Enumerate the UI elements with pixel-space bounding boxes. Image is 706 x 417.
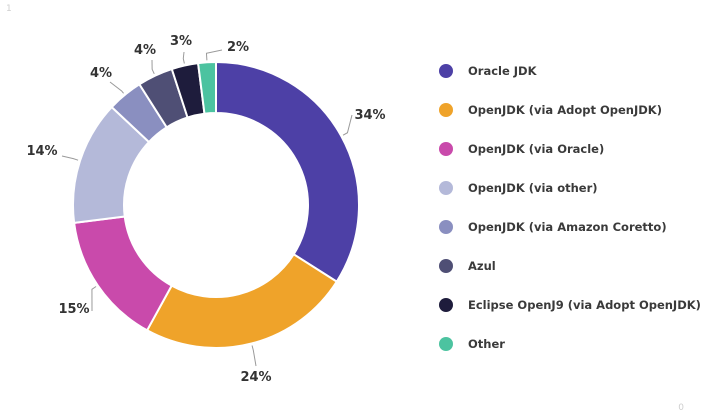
slice-openjdk-via-adopt-openjdk: [145, 252, 339, 349]
leader-openjdk-via-other: [61, 155, 79, 161]
leader-azul: [151, 59, 155, 75]
data-label-eclipse-openj9-via-adopt-openjdk: 3%: [170, 34, 192, 49]
legend-item-openjdk-via-other: OpenJDK (via other): [439, 181, 598, 195]
label-leaders: [61, 49, 353, 367]
data-label-openjdk-via-amazon-coretto: 4%: [90, 66, 112, 81]
legend: Oracle JDK OpenJDK (via Adopt OpenJDK) Ope…: [439, 64, 701, 351]
legend-label: OpenJDK (via Adopt OpenJDK): [468, 103, 662, 117]
leader-oracle-jdk: [342, 114, 353, 136]
legend-swatch: [439, 64, 453, 78]
legend-item-openjdk-via-amazon-coretto: OpenJDK (via Amazon Coretto): [439, 220, 667, 234]
data-label-openjdk-via-oracle: 15%: [58, 302, 89, 317]
leader-openjdk-via-amazon-coretto: [109, 81, 124, 94]
legend-swatch: [439, 259, 453, 273]
data-label-other: 2%: [227, 40, 249, 55]
leader-openjdk-via-oracle: [91, 286, 97, 312]
legend-item-other: Other: [439, 337, 505, 351]
legend-label: Other: [468, 337, 505, 351]
corner-mark-top-left: 1: [6, 4, 12, 14]
legend-item-azul: Azul: [439, 259, 496, 273]
legend-swatch: [439, 298, 453, 312]
legend-swatch: [439, 220, 453, 234]
data-label-azul: 4%: [134, 43, 156, 58]
data-label-oracle-jdk: 34%: [354, 108, 385, 123]
legend-label: Eclipse OpenJ9 (via Adopt OpenJDK): [468, 298, 701, 312]
data-labels: 34% 24% 15% 14% 4% 4% 3% 2%: [26, 34, 385, 385]
slice-other: [196, 60, 217, 115]
legend-item-eclipse-openj9-via-adopt-openjdk: Eclipse OpenJ9 (via Adopt OpenJDK): [439, 298, 701, 312]
legend-swatch: [439, 337, 453, 351]
legend-item-openjdk-via-adopt-openjdk: OpenJDK (via Adopt OpenJDK): [439, 103, 662, 117]
legend-swatch: [439, 103, 453, 117]
legend-item-oracle-jdk: Oracle JDK: [439, 64, 538, 78]
legend-label: OpenJDK (via Amazon Coretto): [468, 220, 667, 234]
data-label-openjdk-via-adopt-openjdk: 24%: [240, 370, 271, 385]
corner-mark-bottom-right: 0: [678, 403, 684, 413]
donut-slices: [72, 60, 360, 349]
legend-label: OpenJDK (via other): [468, 181, 598, 195]
legend-swatch: [439, 142, 453, 156]
slice-oracle-jdk: [215, 60, 360, 284]
leader-eclipse-openj9-via-adopt-openjdk: [182, 51, 185, 64]
legend-label: Azul: [468, 259, 496, 273]
leader-other: [205, 49, 223, 61]
legend-swatch: [439, 181, 453, 195]
legend-label: Oracle JDK: [468, 64, 538, 78]
legend-label: OpenJDK (via Oracle): [468, 142, 604, 156]
leader-openjdk-via-adopt-openjdk: [251, 345, 257, 367]
data-label-openjdk-via-other: 14%: [26, 144, 57, 159]
legend-item-openjdk-via-oracle: OpenJDK (via Oracle): [439, 142, 604, 156]
